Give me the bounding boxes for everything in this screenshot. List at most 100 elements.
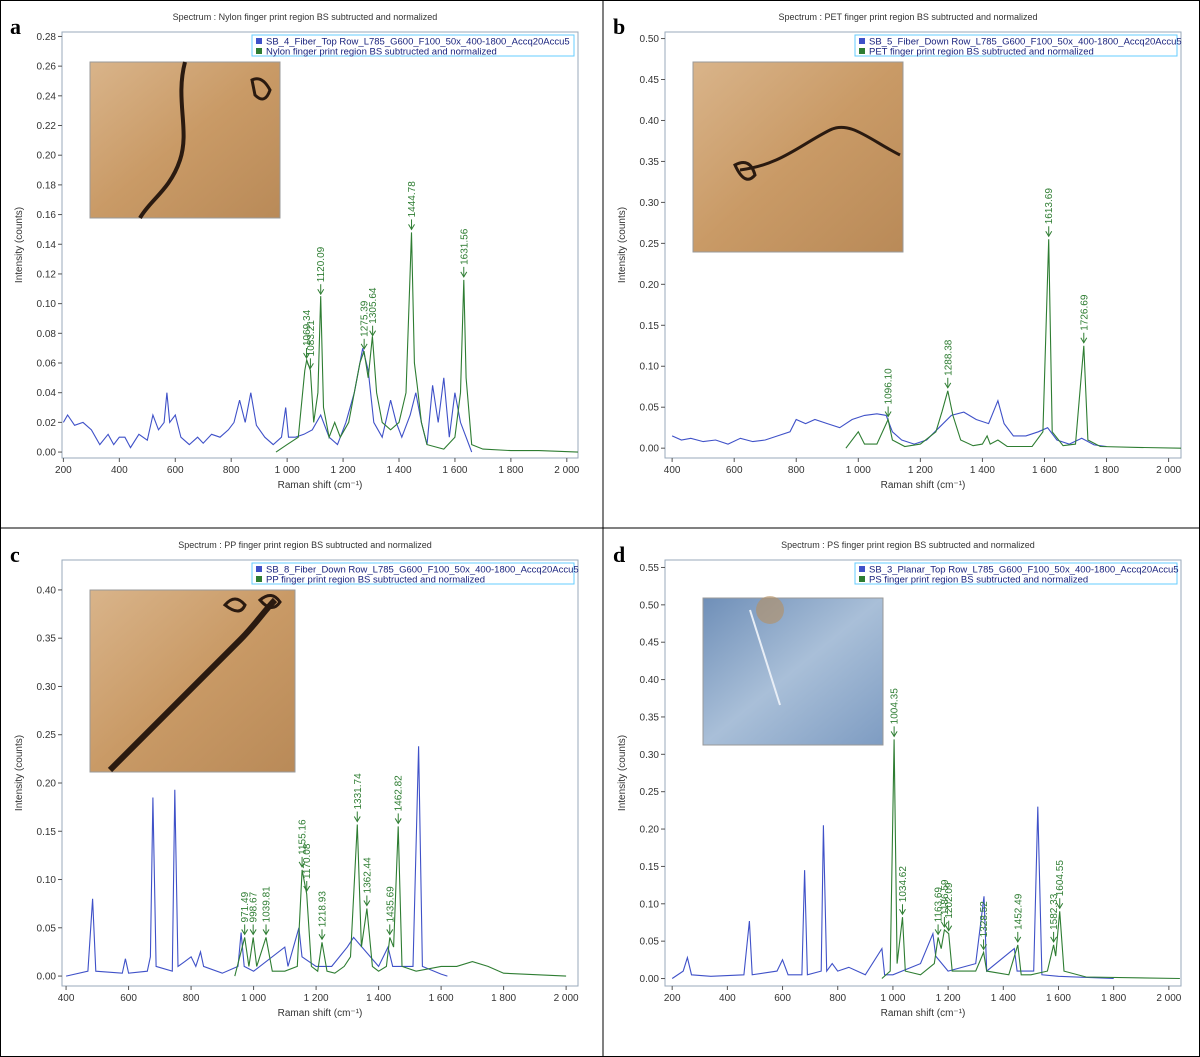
- annotation-label: 1163.69: [934, 887, 945, 923]
- annotation-label: 1331.74: [353, 773, 364, 810]
- y-tick-label: 0.45: [640, 75, 660, 86]
- plot-frame: [664, 559, 1182, 987]
- y-tick-label: 0.15: [37, 827, 57, 838]
- y-tick-label: 0.00: [640, 444, 660, 455]
- inset-image: [702, 596, 884, 746]
- y-tick-label: 0.18: [37, 180, 57, 191]
- legend-label: Nylon finger print region BS subtructed …: [266, 47, 497, 58]
- x-tick-label: 1 600: [1046, 993, 1071, 1004]
- x-tick-label: 600: [120, 993, 137, 1004]
- panel-letter: d: [613, 542, 625, 567]
- annotation-arrowhead: [369, 330, 377, 337]
- annotation-arrowhead: [940, 921, 948, 928]
- legend-swatch: [256, 48, 262, 54]
- annotation-label: 1582.33: [1049, 893, 1060, 930]
- x-tick-label: 1 400: [991, 993, 1016, 1004]
- y-tick-label: 0.25: [640, 239, 660, 250]
- y-axis-label: Intensity (counts): [617, 207, 628, 283]
- annotation-arrowhead: [408, 224, 415, 231]
- chart-panel: b Spectrum : PET finger print region BS s…: [613, 12, 1182, 491]
- x-tick-label: 2 000: [554, 465, 579, 476]
- annotation-arrowhead: [1050, 936, 1058, 943]
- y-tick-label: 0.00: [37, 448, 57, 459]
- x-tick-label: 1 000: [241, 993, 266, 1004]
- legend-swatch: [859, 48, 865, 54]
- annotation-arrowhead: [1014, 936, 1022, 943]
- y-tick-label: 0.20: [640, 280, 660, 291]
- annotation-arrowhead: [1056, 903, 1064, 910]
- y-tick-label: 0.02: [37, 418, 57, 429]
- annotation-label: 1444.78: [407, 181, 418, 218]
- legend-label: PP finger print region BS subtructed and…: [266, 575, 485, 586]
- x-tick-label: 800: [788, 465, 805, 476]
- spectrum-line: [65, 746, 448, 977]
- panel-letter: c: [10, 542, 20, 567]
- annotation-arrowhead: [363, 900, 371, 907]
- inset-image: [692, 61, 904, 253]
- y-tick-label: 0.00: [640, 974, 660, 985]
- annotation-label: 1202.09: [944, 882, 955, 919]
- y-tick-label: 0.05: [37, 923, 57, 934]
- y-tick-label: 0.30: [37, 682, 57, 693]
- x-tick-label: 2 000: [1156, 993, 1181, 1004]
- annotation-arrowhead: [249, 929, 257, 936]
- y-tick-label: 0.00: [37, 972, 57, 983]
- annotation-label: 1034.62: [898, 866, 909, 903]
- y-tick-label: 0.10: [640, 362, 660, 373]
- annotation-arrowhead: [353, 816, 361, 823]
- annotation-arrowhead: [944, 382, 952, 389]
- x-tick-label: 1 800: [491, 993, 516, 1004]
- annotation-label: 1328.52: [979, 901, 990, 938]
- y-tick-label: 0.40: [640, 116, 660, 127]
- chart-title: Spectrum : PET finger print region BS su…: [779, 12, 1038, 22]
- annotation-label: 1613.69: [1044, 188, 1055, 225]
- x-axis-label: Raman shift (cm⁻¹): [881, 1008, 966, 1019]
- y-tick-label: 0.15: [640, 321, 660, 332]
- panel-letter: a: [10, 14, 21, 39]
- y-tick-label: 0.40: [37, 585, 57, 596]
- plot-frame: [61, 559, 579, 987]
- legend-label: SB_3_Planar_Top Row_L785_G600_F100_50x_4…: [869, 565, 1179, 576]
- annotation-label: 1170.08: [302, 843, 313, 879]
- x-tick-label: 1 200: [908, 465, 933, 476]
- y-tick-label: 0.26: [37, 62, 57, 73]
- y-axis-label: Intensity (counts): [14, 207, 25, 283]
- annotation-label: 1275.39: [360, 300, 371, 337]
- y-tick-label: 0.20: [37, 778, 57, 789]
- annotation-arrowhead: [1080, 337, 1088, 344]
- annotation-label: 1120.09: [316, 246, 327, 282]
- x-tick-label: 600: [167, 465, 184, 476]
- y-axis-label: Intensity (counts): [617, 735, 628, 811]
- annotation-label: 1435.69: [385, 886, 396, 923]
- legend-swatch: [859, 38, 865, 44]
- x-tick-label: 2 000: [554, 993, 579, 1004]
- spectrum-line: [881, 739, 1180, 980]
- y-tick-label: 0.45: [640, 638, 660, 649]
- annotation-label: 1462.82: [394, 775, 405, 812]
- x-tick-label: 1 800: [498, 465, 523, 476]
- x-tick-label: 600: [726, 465, 743, 476]
- x-tick-label: 400: [664, 465, 681, 476]
- legend-box: [251, 562, 575, 585]
- annotation-arrowhead: [1045, 231, 1053, 238]
- y-tick-label: 0.35: [37, 634, 57, 645]
- chart-title: Spectrum : PP finger print region BS sub…: [178, 540, 431, 550]
- y-tick-label: 0.25: [640, 787, 660, 798]
- x-axis-label: Raman shift (cm⁻¹): [278, 1008, 363, 1019]
- annotation-label: 1218.93: [318, 891, 329, 928]
- x-axis-label: Raman shift (cm⁻¹): [278, 480, 363, 491]
- y-tick-label: 0.20: [37, 151, 57, 162]
- annotation-label: 1726.69: [1079, 294, 1090, 331]
- x-tick-label: 1 200: [304, 993, 329, 1004]
- x-tick-label: 600: [774, 993, 791, 1004]
- spectrum-line: [275, 232, 579, 453]
- x-tick-label: 1 800: [1094, 465, 1119, 476]
- annotation-arrowhead: [317, 288, 325, 296]
- y-tick-label: 0.12: [37, 269, 57, 280]
- annotation-label: 1069.34: [302, 309, 313, 346]
- x-tick-label: 1 400: [970, 465, 995, 476]
- legend-box: [854, 34, 1178, 57]
- y-tick-label: 0.14: [37, 240, 57, 251]
- legend-swatch: [256, 566, 262, 572]
- legend-label: SB_8_Fiber_Down Row_L785_G600_F100_50x_4…: [266, 565, 579, 576]
